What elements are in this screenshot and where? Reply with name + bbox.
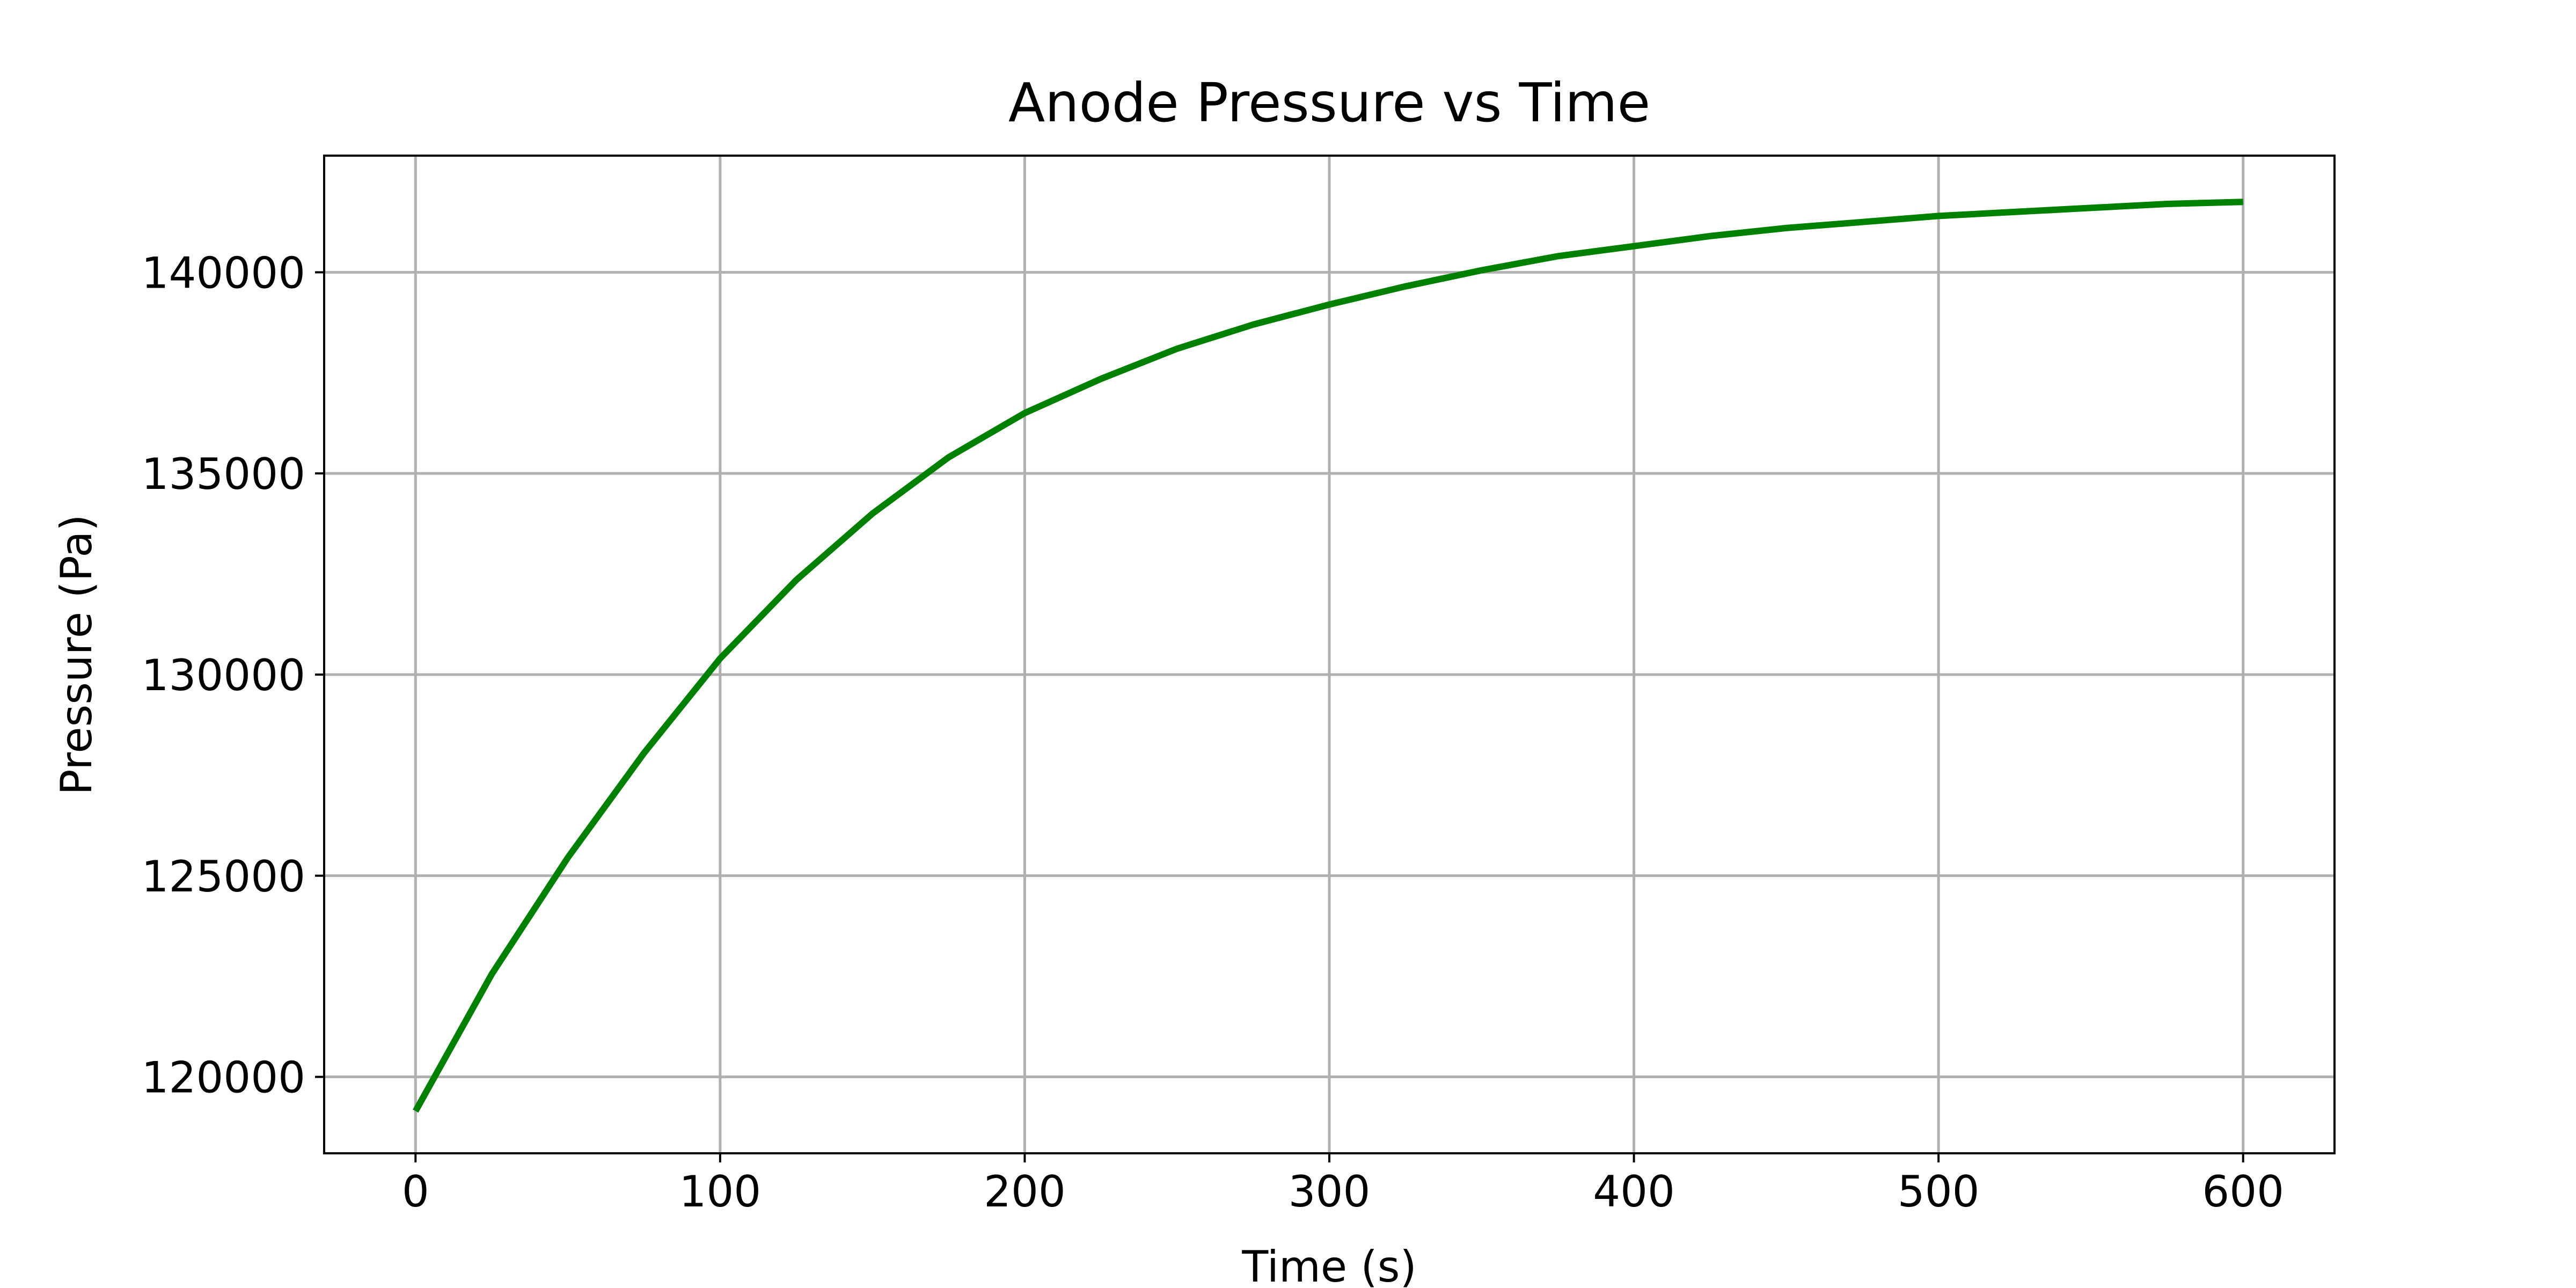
x-tick-label: 500 xyxy=(1898,1167,1980,1217)
x-axis-label: Time (s) xyxy=(1241,1242,1416,1288)
chart-title: Anode Pressure vs Time xyxy=(1008,71,1650,134)
y-axis-label: Pressure (Pa) xyxy=(52,514,101,795)
y-tick-label: 140000 xyxy=(142,248,305,298)
x-tick-label: 0 xyxy=(402,1167,429,1217)
ticks: 0 100 200 300 400 500 600 120000 125000 130000 135… xyxy=(142,248,2284,1217)
x-tick-label: 100 xyxy=(679,1167,761,1217)
x-tick-label: 400 xyxy=(1593,1167,1675,1217)
y-tick-label: 125000 xyxy=(142,852,305,902)
y-tick-label: 130000 xyxy=(142,650,305,700)
grid xyxy=(324,156,2334,1153)
series-layer xyxy=(413,199,2243,1113)
y-tick-label: 135000 xyxy=(142,449,305,499)
x-tick-label: 600 xyxy=(2202,1167,2284,1217)
pressure-line xyxy=(413,199,2243,1113)
x-tick-label: 200 xyxy=(984,1167,1066,1217)
x-tick-label: 300 xyxy=(1289,1167,1371,1217)
y-tick-label: 120000 xyxy=(142,1053,305,1103)
